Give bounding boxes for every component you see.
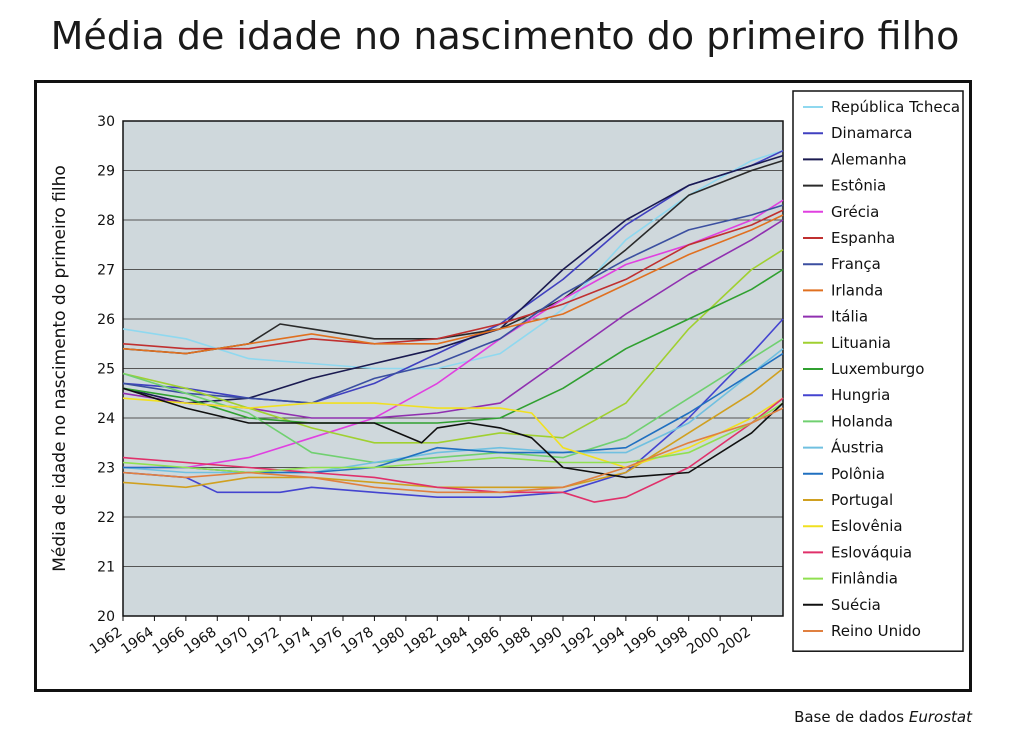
y-tick-label: 24 <box>97 411 115 427</box>
source-name: Eurostat <box>908 708 972 726</box>
y-tick-label: 25 <box>97 362 115 378</box>
x-tick-label: 1986 <box>464 624 502 658</box>
x-tick-label: 1984 <box>433 624 471 658</box>
chart-frame: 20 21 22 23 24 25 26 27 28 29 30 1962 1964 1966 1968 19… <box>34 80 972 692</box>
x-tick-label: 1990 <box>527 624 565 658</box>
x-tick-label: 1982 <box>401 624 439 658</box>
legend-label: Polônia <box>831 465 885 483</box>
x-tick-label: 1964 <box>118 624 156 658</box>
x-tick-label: 1970 <box>213 624 251 658</box>
x-tick-label: 1976 <box>307 624 345 658</box>
x-tick-label: 1980 <box>370 624 408 658</box>
legend-label: Finlândia <box>831 570 898 588</box>
series-line-Finlândia <box>122 402 784 474</box>
legend-label: Luxemburgo <box>831 360 925 378</box>
x-tick-label: 1974 <box>275 624 313 658</box>
source-prefix: Base de dados <box>794 708 905 726</box>
chart-svg: 2021222324252627282930196219641966196819… <box>50 90 964 658</box>
legend-label: Áustria <box>831 438 884 457</box>
x-tick-label: 1968 <box>181 624 219 658</box>
x-tick-label: 1988 <box>495 624 533 658</box>
x-tick-label: 1996 <box>621 624 659 658</box>
series-line-Irlanda <box>122 214 784 355</box>
series-line-Holanda <box>122 338 784 464</box>
y-tick-label: 30 <box>97 114 115 130</box>
x-tick-label: 1962 <box>87 624 125 658</box>
series-line-Suécia <box>122 387 784 479</box>
legend-label: Holanda <box>831 412 893 430</box>
x-tick-label: 1998 <box>653 624 691 658</box>
legend-label: França <box>831 255 881 273</box>
legend-label: Grécia <box>831 203 879 221</box>
legend-label: Eslováquia <box>831 543 912 561</box>
legend-label: Irlanda <box>831 281 883 299</box>
source-note: Base de dados Eurostat <box>794 708 972 726</box>
legend-label: Espanha <box>831 229 895 247</box>
y-tick-label: 22 <box>97 510 115 526</box>
x-tick-label: 1994 <box>590 624 628 658</box>
y-tick-label: 27 <box>97 263 115 279</box>
series-line-Hungria <box>122 318 784 499</box>
y-tick-label: 20 <box>97 609 115 625</box>
x-tick-label: 1992 <box>558 624 596 658</box>
y-tick-label: 29 <box>97 164 115 180</box>
x-tick-label: 1972 <box>244 624 282 658</box>
legend-label: Estônia <box>831 177 886 195</box>
series-line-Reino Unido <box>122 407 784 494</box>
legend-label: Portugal <box>831 491 893 509</box>
y-axis-label: Média de idade no nascimento do primeiro… <box>50 165 70 572</box>
legend-label: Hungria <box>831 386 890 404</box>
x-tick-label: 1966 <box>150 624 188 658</box>
legend-box <box>792 90 964 652</box>
legend-label: Alemanha <box>831 150 907 168</box>
legend-label: Eslovênia <box>831 517 903 535</box>
legend-label: Itália <box>831 308 868 326</box>
legend-label: Dinamarca <box>831 124 913 142</box>
legend-label: Reino Unido <box>831 622 921 640</box>
x-tick-label: 2002 <box>715 624 753 658</box>
x-tick-label: 1978 <box>338 624 376 658</box>
legend-label: República Tcheca <box>831 98 960 116</box>
x-tick-label: 2000 <box>684 624 722 658</box>
y-tick-label: 28 <box>97 213 115 229</box>
series-line-Eslovênia <box>122 397 784 469</box>
legend-label: Suécia <box>831 596 881 614</box>
series-line-Luxemburgo <box>122 268 784 424</box>
y-tick-label: 26 <box>97 312 115 328</box>
chart-title: Média de idade no nascimento do primeiro… <box>50 14 960 58</box>
series-line-Espanha <box>122 209 784 350</box>
series-line-Alemanha <box>122 154 784 404</box>
series-line-Portugal <box>122 367 784 489</box>
series-line-França <box>122 204 784 404</box>
series-line-Lituania <box>122 249 784 444</box>
legend-label: Lituania <box>831 334 891 352</box>
y-tick-label: 21 <box>97 560 115 576</box>
y-tick-label: 23 <box>97 461 115 477</box>
